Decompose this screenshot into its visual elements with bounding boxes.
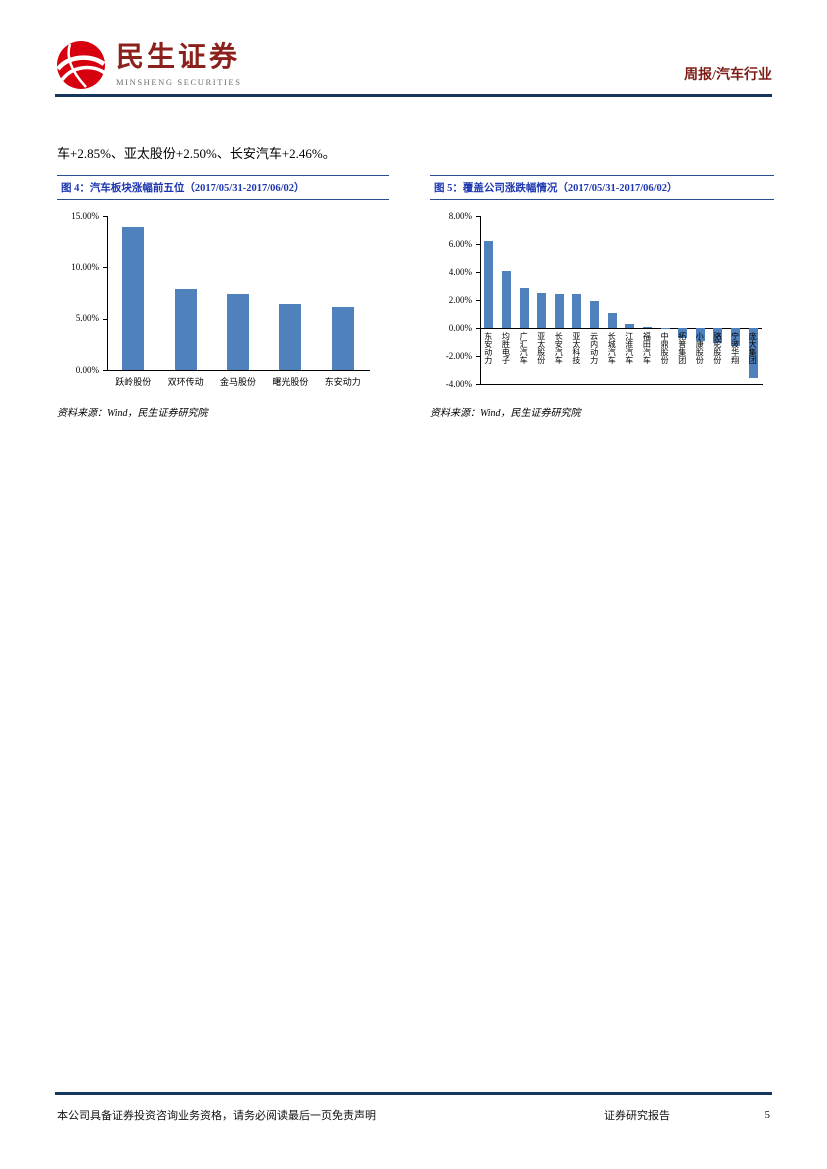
x-axis-label: 宁波华翔 — [730, 332, 740, 364]
bar-金马股份 — [227, 294, 249, 370]
figure-5-title: 图 5：覆盖公司涨跌幅情况（2017/05/31-2017/06/02） — [430, 175, 774, 200]
x-axis-label: 中鼎股份 — [660, 332, 670, 364]
bar-东安动力 — [484, 241, 494, 328]
x-axis-label: 东安动力 — [483, 332, 493, 364]
figure-4: 图 4：汽车板块涨幅前五位（2017/05/31-2017/06/02） 15.… — [57, 175, 389, 419]
bar-亚太科技 — [572, 294, 582, 328]
y-axis-tick-label: 0.00% — [448, 322, 472, 333]
x-axis-label: 广汇汽车 — [519, 332, 529, 364]
footer-divider — [55, 1092, 772, 1095]
bar-福田汽车 — [642, 326, 652, 328]
y-axis-tick — [103, 267, 107, 269]
body-paragraph: 车+2.85%、亚太股份+2.50%、长安汽车+2.46%。 — [57, 146, 336, 161]
x-axis-label: 拓普集团 — [677, 332, 687, 364]
minsheng-logo: 民生证券 MINSHENG SECURITIES — [56, 40, 242, 90]
minsheng-emblem-icon — [56, 40, 106, 90]
y-axis-tick-label: 6.00% — [448, 238, 472, 249]
bar-小康股份 — [695, 328, 705, 341]
y-axis-tick — [476, 300, 480, 301]
bar-均胜电子 — [501, 270, 511, 328]
x-axis-label: 东安动力 — [324, 377, 361, 387]
bar-云内动力 — [590, 301, 600, 328]
bar-亚太股份 — [537, 293, 547, 328]
x-axis-label: 江淮汽车 — [624, 332, 634, 364]
chart-plot-area — [107, 216, 370, 371]
y-axis-tick — [103, 370, 107, 371]
page-footer: 本公司具备证券投资咨询业务资格，请务必阅读最后一页免责声明 证券研究报告 5 — [57, 1107, 770, 1123]
y-axis-tick — [476, 216, 480, 217]
bar-东安动力 — [331, 307, 354, 370]
bar-广汇汽车 — [519, 288, 529, 328]
bar-骆驼股份 — [713, 328, 723, 344]
page-header: 民生证券 MINSHENG SECURITIES 周报/汽车行业 — [56, 24, 772, 90]
y-axis-tick-label: 8.00% — [448, 210, 472, 221]
bar-拓普集团 — [678, 328, 688, 338]
figure-4-title: 图 4：汽车板块涨幅前五位（2017/05/31-2017/06/02） — [57, 175, 389, 200]
y-axis-tick-label: 5.00% — [75, 313, 99, 324]
x-axis-label: 云内动力 — [589, 332, 599, 364]
x-axis-label: 均胜电子 — [501, 332, 511, 364]
figure-4-source: 资料来源：Wind，民生证券研究院 — [57, 408, 208, 419]
y-axis-tick-label: -2.00% — [445, 350, 472, 361]
y-axis-tick — [476, 272, 480, 273]
header-divider — [55, 94, 772, 97]
zero-axis-line — [480, 328, 762, 329]
y-axis-tick-label: 15.00% — [71, 210, 99, 221]
report-category-label: 周报/汽车行业 — [684, 68, 772, 83]
figure-5: 图 5：覆盖公司涨跌幅情况（2017/05/31-2017/06/02） 8.0… — [430, 175, 774, 419]
y-axis-tick-label: 4.00% — [448, 266, 472, 277]
x-axis-label: 长城汽车 — [607, 332, 617, 364]
brand-name-cn: 民生证券 — [116, 41, 241, 73]
y-axis-tick — [103, 216, 107, 217]
figure-5-source: 资料来源：Wind，民生证券研究院 — [430, 408, 581, 419]
y-axis-tick — [103, 318, 107, 320]
footer-page-number: 5 — [764, 1109, 771, 1121]
bar-长安汽车 — [554, 293, 564, 328]
x-axis-label: 曙光股份 — [272, 377, 309, 387]
bar-长城汽车 — [607, 312, 617, 328]
bar-庞大集团 — [748, 328, 758, 379]
y-axis-tick-label: -4.00% — [445, 378, 472, 389]
y-axis-tick-label: 2.00% — [448, 294, 472, 305]
y-axis-tick — [476, 244, 480, 245]
x-axis-label: 庞大集团 — [748, 332, 758, 364]
x-axis-label: 双环传动 — [167, 377, 204, 387]
bar-曙光股份 — [279, 304, 302, 370]
bar-跃岭股份 — [122, 227, 145, 370]
figure-5-chart: 8.00% 6.00% 4.00% 2.00% 0.00% -2.00% -4.00% 东安动… — [430, 202, 774, 394]
y-axis-tick-label: 10.00% — [71, 261, 99, 272]
bar-江淮汽车 — [625, 323, 635, 328]
y-axis-tick-label: 0.00% — [75, 364, 99, 375]
x-axis-label: 金马股份 — [219, 377, 256, 387]
x-axis-label: 跃岭股份 — [115, 377, 152, 387]
brand-text-block: 民生证券 MINSHENG SECURITIES — [116, 41, 242, 87]
chart-plot-area — [480, 216, 763, 385]
x-axis-label: 亚太科技 — [571, 332, 581, 364]
figures-row: 图 4：汽车板块涨幅前五位（2017/05/31-2017/06/02） 15.… — [57, 175, 774, 419]
x-axis-label: 亚太股份 — [536, 332, 546, 364]
bar-中鼎股份 — [660, 328, 670, 330]
brand-name-en: MINSHENG SECURITIES — [116, 76, 242, 87]
y-axis-tick — [476, 384, 480, 385]
bar-宁波华翔 — [731, 328, 741, 347]
y-axis-tick — [476, 356, 480, 357]
x-axis-label: 长安汽车 — [554, 332, 564, 364]
x-axis-label: 福田汽车 — [642, 332, 652, 364]
figure-4-chart: 15.00% 10.00% 5.00% 0.00% 跃岭股份 双环传动 金马股份 曙光股份 东安… — [57, 202, 389, 394]
bar-双环传动 — [174, 288, 197, 370]
x-axis-label: 骆驼股份 — [712, 332, 722, 364]
y-axis-tick — [476, 328, 480, 329]
x-axis-label: 小康股份 — [695, 332, 705, 364]
footer-report-type: 证券研究报告 — [604, 1110, 670, 1122]
footer-disclaimer: 本公司具备证券投资咨询业务资格，请务必阅读最后一页免责声明 — [57, 1110, 376, 1122]
